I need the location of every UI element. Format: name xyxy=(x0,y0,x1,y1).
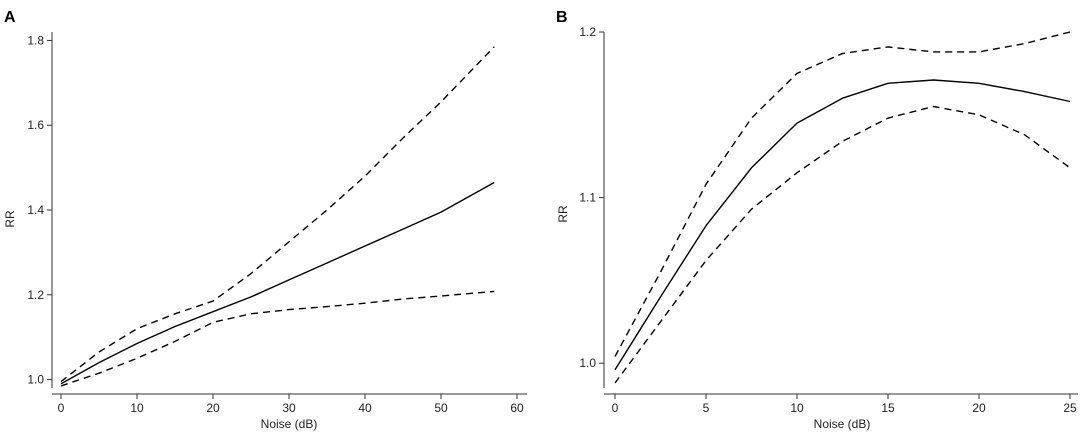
panel-a-x-tick-label: 40 xyxy=(358,401,372,415)
panel-a-y-tick-label: 1.2 xyxy=(27,288,44,302)
panel-a-lower-ci-line xyxy=(60,290,495,387)
panel-b-x-tick-label: 10 xyxy=(790,401,804,415)
panel-b-y-tick-label: 1.2 xyxy=(579,25,596,39)
panel-a-label: A xyxy=(4,9,16,26)
panel-b-lower-ci-line xyxy=(614,105,1071,384)
panel-b-x-axis-title: Noise (dB) xyxy=(814,417,871,431)
panel-b-x-tick-label: 20 xyxy=(972,401,986,415)
panel-a-y-tick-label: 1.0 xyxy=(27,373,44,387)
panel-a-estimate-line xyxy=(60,181,495,385)
panel-b-x-tick-label: 5 xyxy=(703,401,710,415)
panel-b-y-axis-title: RR xyxy=(556,205,570,223)
panel-b-x-tick-label: 0 xyxy=(612,401,619,415)
panel-b-upper-ci-line xyxy=(614,31,1071,357)
panel-a-x-tick-label: 20 xyxy=(206,401,220,415)
panel-a-y-tick-label: 1.4 xyxy=(27,203,44,217)
panel-b-x-tick-label: 25 xyxy=(1063,401,1077,415)
panel-a-y-axis-title: RR xyxy=(3,210,17,228)
panel-a-x-tick-label: 60 xyxy=(510,401,524,415)
panel-b-y-tick-label: 1.1 xyxy=(579,191,596,205)
panel-a-y-tick-label: 1.6 xyxy=(27,118,44,132)
panel-b-estimate-line xyxy=(614,79,1071,371)
panel-a: A Noise (dB) RR 1.0 1.2 1.4 1.6 1.8 0 10 20 30 40… xyxy=(3,9,527,431)
panel-a-x-tick-label: 0 xyxy=(58,401,65,415)
panel-b-y-tick-label: 1.0 xyxy=(579,356,596,370)
panel-a-y-tick-label: 1.8 xyxy=(27,33,44,47)
panel-a-x-tick-label: 50 xyxy=(434,401,448,415)
panel-b: B Noise (dB) RR 1.0 1.1 1.2 0 5 10 15 20 25 xyxy=(556,9,1078,431)
panel-a-upper-ci-line xyxy=(60,46,495,383)
panel-b-label: B xyxy=(556,9,568,26)
panel-a-x-tick-label: 30 xyxy=(282,401,296,415)
panel-b-x-tick-label: 15 xyxy=(881,401,895,415)
panel-a-x-axis-title: Noise (dB) xyxy=(261,417,318,431)
panel-a-x-tick-label: 10 xyxy=(130,401,144,415)
